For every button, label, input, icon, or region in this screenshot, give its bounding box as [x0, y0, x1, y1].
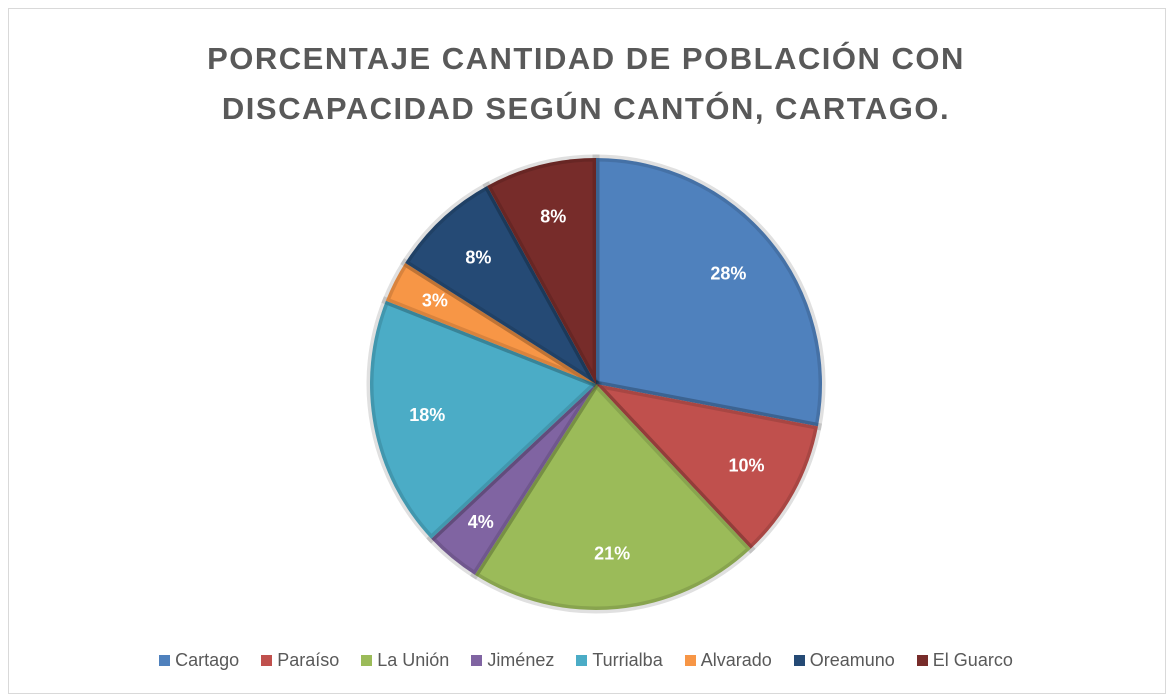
legend-swatch — [261, 655, 273, 666]
chart-frame — [8, 8, 1166, 694]
legend-swatch — [793, 655, 805, 666]
data-label: 21% — [594, 544, 630, 564]
legend-item: Oreamuno — [793, 650, 895, 671]
legend-label: Paraíso — [277, 650, 340, 670]
data-label: 3% — [422, 291, 448, 311]
legend-swatch — [361, 655, 373, 666]
pie-slice — [470, 378, 756, 614]
legend-label: Alvarado — [700, 650, 772, 670]
legend-item: La Unión — [361, 650, 449, 671]
pie-slice — [592, 154, 826, 431]
legend-label: El Guarco — [932, 650, 1013, 670]
pie-slice — [366, 296, 603, 544]
legend-item: El Guarco — [916, 650, 1013, 671]
legend-label: La Unión — [377, 650, 450, 670]
legend-label: Jiménez — [487, 650, 555, 670]
legend-swatch — [576, 655, 588, 666]
pie-slice — [586, 378, 823, 554]
legend-swatch — [916, 655, 928, 666]
data-label: 4% — [468, 512, 494, 532]
legend-label: Turrialba — [592, 650, 663, 670]
chart-title: PORCENTAJE CANTIDAD DE POBLACIÓN CON DIS… — [207, 41, 965, 126]
pie-slice — [426, 381, 599, 580]
legend-item: Turrialba — [576, 650, 663, 671]
legend-swatch — [159, 655, 171, 666]
pie-slice — [381, 258, 598, 388]
data-label: 28% — [710, 263, 746, 283]
legend: Cartago Paraíso La Unión Jiménez Turrialba Al… — [0, 650, 1172, 671]
legend-item: Alvarado — [684, 650, 772, 671]
legend-label: Cartago — [175, 650, 240, 670]
legend-item: Cartago — [159, 650, 239, 671]
data-label: 10% — [728, 455, 764, 475]
pie-slice — [400, 181, 600, 387]
data-label: 8% — [540, 206, 566, 226]
legend-swatch — [684, 655, 696, 666]
legend-swatch — [471, 655, 483, 666]
pie-slice — [482, 154, 600, 386]
legend-label: Oreamuno — [809, 650, 895, 670]
legend-item: Paraíso — [261, 650, 339, 671]
data-label: 8% — [465, 248, 491, 268]
legend-item: Jiménez — [471, 650, 554, 671]
data-label: 18% — [409, 405, 445, 425]
